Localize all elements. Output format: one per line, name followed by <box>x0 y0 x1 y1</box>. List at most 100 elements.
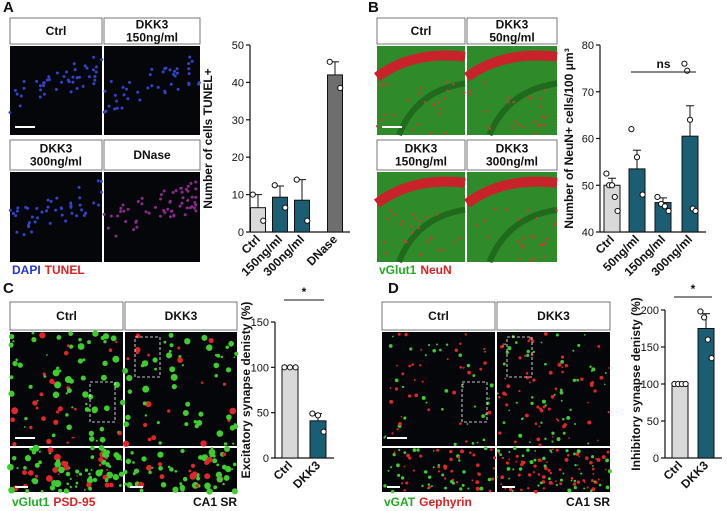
cell <box>541 243 545 246</box>
puncta <box>57 473 60 475</box>
puncta <box>502 343 505 346</box>
cell <box>399 223 403 226</box>
nucleus <box>92 55 96 59</box>
puncta <box>576 449 581 454</box>
puncta <box>29 425 33 430</box>
puncta <box>225 367 232 373</box>
puncta <box>539 408 544 413</box>
puncta <box>231 468 234 470</box>
puncta <box>555 418 558 421</box>
puncta <box>90 455 95 459</box>
micrograph-bg <box>382 332 495 446</box>
nucleus <box>121 203 125 207</box>
puncta <box>552 436 554 438</box>
nucleus <box>183 213 187 217</box>
puncta <box>529 460 534 465</box>
cell <box>507 101 510 104</box>
puncta <box>505 461 510 465</box>
puncta <box>72 436 75 439</box>
puncta <box>397 332 401 336</box>
puncta <box>500 483 503 486</box>
nucleus <box>162 209 166 213</box>
puncta <box>548 480 553 485</box>
puncta <box>146 464 152 471</box>
puncta <box>64 376 72 384</box>
puncta <box>465 440 468 443</box>
puncta <box>566 415 571 420</box>
nucleus <box>66 78 70 82</box>
neuron-band <box>486 206 558 264</box>
y-axis-label: Inhibitory synapse denisty (%) <box>629 297 643 470</box>
puncta <box>542 405 546 409</box>
puncta <box>591 487 596 492</box>
puncta <box>69 344 74 349</box>
puncta <box>560 355 565 359</box>
cell <box>383 241 387 244</box>
micrograph <box>122 332 239 447</box>
nucleus <box>153 205 157 209</box>
neuron-band <box>396 206 466 264</box>
puncta <box>539 481 543 485</box>
puncta <box>206 344 213 351</box>
nucleus <box>47 75 51 79</box>
puncta <box>403 465 406 468</box>
puncta <box>462 383 464 385</box>
cell <box>438 112 441 116</box>
nucleus <box>136 199 140 203</box>
puncta <box>526 349 530 354</box>
puncta <box>471 479 474 482</box>
nucleus <box>18 104 22 108</box>
puncta <box>501 456 504 460</box>
puncta <box>527 473 532 477</box>
puncta <box>437 464 440 467</box>
puncta <box>532 471 535 474</box>
data-point <box>708 355 715 362</box>
micrograph <box>8 46 104 135</box>
nucleus <box>194 203 198 207</box>
micrograph-bg <box>10 172 102 262</box>
nucleus <box>179 186 183 190</box>
nucleus <box>187 72 191 76</box>
nucleus <box>180 201 184 205</box>
nucleus <box>103 89 107 93</box>
puncta <box>562 431 566 435</box>
cell <box>437 248 441 251</box>
nucleus <box>72 62 76 66</box>
puncta <box>584 333 586 336</box>
caption: vGlut1 PSD-95 <box>12 495 96 509</box>
puncta <box>528 381 531 384</box>
puncta <box>427 483 431 486</box>
nucleus <box>109 214 113 218</box>
micrograph <box>382 332 495 446</box>
nucleus <box>13 89 17 93</box>
puncta <box>147 437 152 442</box>
image-label: 150ng/ml <box>395 155 447 169</box>
puncta <box>590 479 594 483</box>
puncta <box>543 464 547 468</box>
puncta <box>66 441 69 444</box>
cell <box>458 237 461 240</box>
puncta <box>541 460 543 462</box>
puncta <box>222 382 227 386</box>
puncta <box>117 431 120 433</box>
puncta <box>452 390 457 395</box>
data-point <box>684 67 691 74</box>
neuron-band <box>464 176 558 208</box>
puncta <box>143 423 148 428</box>
cell <box>411 231 414 234</box>
data-point <box>639 191 646 198</box>
puncta <box>210 447 214 450</box>
puncta <box>449 457 453 462</box>
nucleus <box>93 78 97 82</box>
puncta <box>517 473 521 477</box>
micrograph <box>102 46 201 135</box>
nucleus <box>122 209 126 213</box>
puncta <box>391 432 394 435</box>
nucleus <box>54 208 58 212</box>
puncta <box>461 483 465 487</box>
nucleus <box>148 73 152 77</box>
cell <box>516 218 520 221</box>
cell <box>487 235 490 239</box>
puncta <box>383 484 387 488</box>
puncta <box>427 475 432 479</box>
